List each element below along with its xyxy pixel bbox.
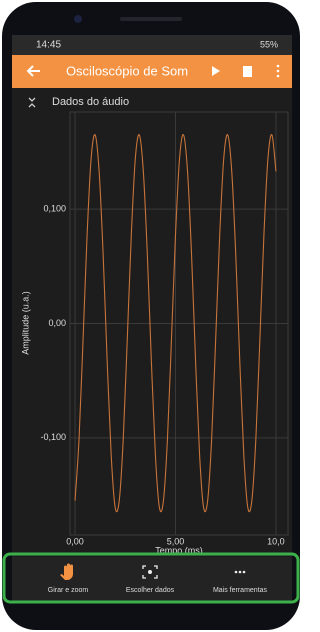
x-tick-label: 10,0: [267, 536, 285, 546]
y-tick-label: 0,100: [43, 204, 66, 214]
status-battery: 55%: [260, 39, 278, 49]
bottom-bar: [12, 557, 292, 601]
app-title: Osciloscópio de Som: [66, 63, 188, 78]
speaker: [120, 17, 182, 21]
y-tick-label: 0,00: [48, 318, 66, 328]
choose-data-icon-dot: [148, 570, 152, 574]
more-tools-icon: [235, 571, 246, 574]
y-axis-label: Amplitude (u.a.): [20, 291, 30, 355]
menu-button[interactable]: [277, 65, 280, 78]
x-tick-label: 5,00: [167, 536, 185, 546]
bottom-item[interactable]: Girar e zoom: [48, 587, 89, 594]
bottom-item[interactable]: Escolher dados: [126, 587, 175, 594]
bottom-item[interactable]: Mais ferramentas: [213, 587, 268, 594]
status-time: 14:45: [36, 40, 61, 51]
delete-button[interactable]: [243, 66, 252, 77]
camera: [74, 15, 82, 23]
x-tick-label: 0,00: [66, 536, 84, 546]
phone-screenshot: 14:45 55% Osciloscópio de Som Dados do á…: [0, 0, 302, 632]
chart-title: Dados do áudio: [52, 96, 129, 108]
y-tick-label: -0,100: [40, 432, 66, 442]
